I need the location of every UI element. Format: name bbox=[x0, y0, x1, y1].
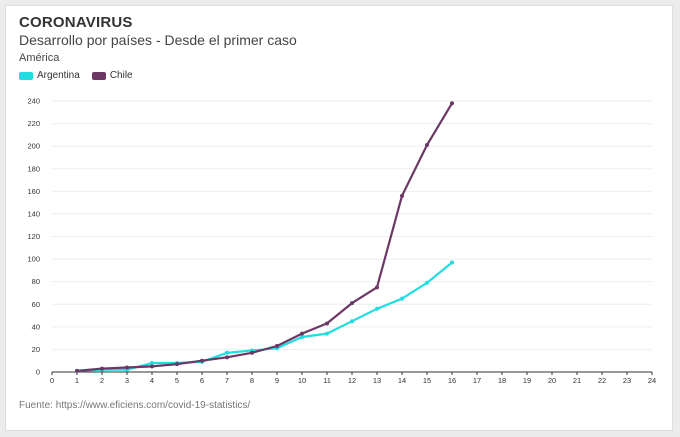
data-point-argentina bbox=[350, 319, 354, 324]
data-point-argentina bbox=[450, 260, 454, 265]
x-tick-label: 0 bbox=[50, 376, 54, 385]
x-tick-label: 10 bbox=[298, 376, 306, 385]
y-tick-label: 40 bbox=[32, 322, 40, 331]
x-tick-label: 21 bbox=[573, 376, 581, 385]
legend-item-argentina[interactable]: Argentina bbox=[19, 70, 80, 81]
data-point-chile bbox=[100, 366, 104, 371]
series-line-argentina bbox=[76, 261, 453, 372]
y-tick-label: 20 bbox=[32, 345, 40, 354]
data-point-argentina bbox=[300, 334, 304, 339]
x-tick-label: 12 bbox=[348, 376, 356, 385]
y-tick-label: 0 bbox=[36, 368, 40, 377]
y-tick-label: 200 bbox=[27, 142, 40, 151]
x-tick-label: 22 bbox=[598, 376, 606, 385]
y-tick-label: 120 bbox=[27, 232, 40, 241]
data-point-chile bbox=[400, 193, 404, 198]
data-point-chile bbox=[350, 301, 354, 306]
x-tick-label: 9 bbox=[275, 376, 279, 385]
x-tick-label: 24 bbox=[648, 376, 656, 385]
x-tick-label: 8 bbox=[250, 376, 254, 385]
legend: Argentina Chile bbox=[19, 70, 145, 81]
data-point-chile bbox=[125, 365, 129, 370]
x-tick-label: 3 bbox=[125, 376, 129, 385]
data-point-chile bbox=[150, 364, 154, 369]
x-tick-label: 20 bbox=[548, 376, 556, 385]
source-note: Fuente: https://www.eficiens.com/covid-1… bbox=[19, 400, 251, 411]
data-point-chile bbox=[375, 285, 379, 290]
data-point-chile bbox=[225, 355, 229, 360]
y-tick-label: 180 bbox=[27, 164, 40, 173]
legend-label-argentina: Argentina bbox=[37, 70, 80, 81]
x-tick-label: 5 bbox=[175, 376, 179, 385]
x-tick-label: 4 bbox=[150, 376, 154, 385]
data-point-chile bbox=[200, 358, 204, 363]
series-line-chile bbox=[76, 102, 453, 372]
x-tick-label: 2 bbox=[100, 376, 104, 385]
data-point-argentina bbox=[150, 360, 154, 365]
y-tick-label: 240 bbox=[27, 97, 40, 106]
legend-swatch-chile bbox=[91, 71, 106, 80]
data-point-chile bbox=[75, 368, 79, 373]
data-point-chile bbox=[275, 344, 279, 349]
chart-subtitle: Desarrollo por países - Desde el primer … bbox=[19, 32, 297, 48]
data-point-chile bbox=[325, 321, 329, 326]
x-tick-label: 16 bbox=[448, 376, 456, 385]
region-label: América bbox=[19, 52, 60, 64]
x-tick-label: 11 bbox=[323, 376, 331, 385]
data-point-argentina bbox=[375, 306, 379, 311]
x-tick-label: 6 bbox=[200, 376, 204, 385]
data-point-argentina bbox=[225, 350, 229, 355]
y-tick-label: 220 bbox=[27, 119, 40, 128]
data-point-argentina bbox=[425, 280, 429, 285]
y-tick-label: 160 bbox=[27, 187, 40, 196]
data-point-chile bbox=[250, 350, 254, 355]
y-tick-label: 140 bbox=[27, 209, 40, 218]
x-tick-label: 15 bbox=[423, 376, 431, 385]
y-tick-label: 60 bbox=[32, 300, 40, 309]
x-tick-label: 19 bbox=[523, 376, 531, 385]
x-tick-label: 1 bbox=[75, 376, 79, 385]
data-point-argentina bbox=[400, 296, 404, 301]
legend-label-chile: Chile bbox=[109, 70, 133, 81]
data-point-chile bbox=[175, 362, 179, 367]
x-tick-label: 14 bbox=[398, 376, 406, 385]
data-point-argentina bbox=[325, 331, 329, 336]
y-tick-label: 80 bbox=[32, 277, 40, 286]
x-tick-label: 7 bbox=[225, 376, 229, 385]
data-point-chile bbox=[425, 143, 429, 148]
data-point-chile bbox=[300, 331, 304, 336]
y-tick-label: 100 bbox=[27, 255, 40, 264]
legend-item-chile[interactable]: Chile bbox=[91, 70, 133, 81]
x-tick-label: 23 bbox=[623, 376, 631, 385]
x-tick-label: 18 bbox=[498, 376, 506, 385]
chart-title: CORONAVIRUS bbox=[19, 14, 133, 31]
legend-swatch-argentina bbox=[19, 71, 33, 80]
data-point-chile bbox=[450, 101, 454, 106]
x-tick-label: 13 bbox=[373, 376, 381, 385]
chart-card bbox=[5, 5, 673, 431]
x-tick-label: 17 bbox=[473, 376, 481, 385]
